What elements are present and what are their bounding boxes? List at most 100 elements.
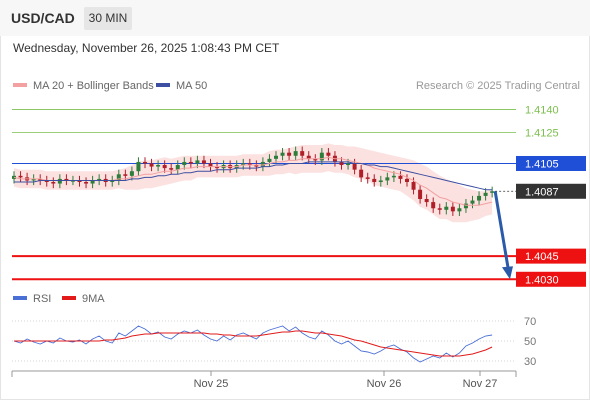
candle-body-21 (149, 163, 154, 167)
candle-body-6 (51, 182, 56, 184)
level-label-bg-4 (516, 248, 586, 264)
candle-body-3 (31, 178, 36, 181)
candle-body-51 (346, 163, 351, 166)
rsi-legend-rsi: RSI (13, 293, 51, 305)
candle-body-65 (437, 208, 442, 210)
candle-body-37 (254, 165, 259, 167)
candle-body-8 (64, 178, 69, 181)
price-legend-ma20: MA 20 + Bollinger Bands (13, 80, 154, 92)
candle-body-52 (352, 163, 357, 170)
candle-body-17 (123, 174, 128, 176)
candle-body-18 (129, 171, 134, 176)
candle-body-36 (247, 163, 252, 166)
level-label-bg-5 (516, 271, 586, 287)
candle-body-69 (463, 203, 468, 209)
candle-body-48 (326, 152, 331, 156)
candle-body-39 (267, 158, 272, 162)
level-label-bg-3 (516, 183, 586, 199)
candle-body-40 (274, 155, 278, 159)
rsi-ma-line (14, 330, 493, 357)
candle-body-5 (44, 180, 49, 183)
candle-body-47 (319, 152, 324, 161)
candle-body-42 (287, 152, 292, 156)
ma50-swatch (156, 83, 170, 88)
rsi-line (13, 325, 493, 363)
candle-body-45 (306, 155, 311, 159)
level-label-0: 1.4140 (525, 104, 559, 116)
pair-title: USD/CAD (11, 10, 75, 26)
candle-body-46 (313, 158, 318, 161)
candle-body-56 (378, 180, 383, 183)
x-tick-label-2: Nov 27 (463, 378, 498, 390)
price-legend-ma50: MA 50 (156, 80, 207, 92)
level-label-bg-2 (516, 155, 586, 171)
candle-body-43 (293, 151, 298, 156)
candle-body-9 (70, 180, 75, 182)
candle-body-13 (97, 178, 102, 181)
candle-body-24 (169, 168, 174, 170)
candle-body-0 (12, 175, 16, 179)
candle-body-11 (84, 182, 89, 184)
rsi-tick-1: 50 (524, 336, 536, 348)
copyright-text: Research © 2025 Trading Central (415, 80, 580, 92)
candle-body-44 (300, 151, 305, 156)
forecast-arrow-line (493, 191, 511, 273)
candle-body-57 (385, 177, 390, 181)
level-label-4: 1.4045 (525, 251, 559, 263)
x-tick-label-1: Nov 26 (367, 378, 402, 390)
candle-body-23 (162, 165, 167, 169)
candle-body-55 (372, 178, 377, 183)
header-bar: USD/CAD 30 MIN (0, 0, 590, 36)
candle-body-28 (195, 160, 200, 164)
level-label-5: 1.4030 (525, 274, 559, 286)
rsi-swatch (13, 296, 27, 301)
candle-body-70 (470, 200, 475, 204)
level-label-2: 1.4105 (525, 158, 559, 170)
candle-body-25 (175, 165, 180, 170)
level-label-3: 1.4087 (525, 186, 559, 198)
ma20-legend-label: MA 20 + Bollinger Bands (33, 80, 154, 92)
candle-body-71 (477, 195, 482, 201)
candle-body-15 (110, 180, 115, 183)
x-tick-label-0: Nov 25 (194, 378, 229, 390)
candle-body-66 (444, 206, 449, 210)
candle-body-41 (280, 152, 285, 156)
candle-body-22 (156, 165, 161, 167)
candle-body-19 (136, 161, 141, 172)
rsi-legend-label: RSI (33, 293, 52, 305)
candle-body-4 (38, 178, 43, 181)
ma50-line (14, 161, 493, 191)
forecast-arrow-head (502, 266, 513, 280)
candle-body-54 (365, 177, 370, 179)
candle-body-1 (18, 175, 23, 178)
candle-body-27 (188, 161, 193, 164)
candle-body-38 (260, 161, 265, 167)
candle-body-53 (359, 169, 364, 178)
candle-body-61 (411, 182, 416, 190)
candle-body-29 (201, 160, 206, 164)
level-label-1: 1.4125 (525, 128, 559, 140)
candle-body-63 (424, 198, 429, 203)
candle-body-20 (143, 161, 147, 164)
rsi-legend-9ma: 9MA (62, 293, 105, 305)
candle-body-58 (391, 175, 396, 178)
interval-button[interactable]: 30 MIN (84, 7, 132, 30)
candle-body-30 (208, 163, 213, 167)
datetime-text: Wednesday, November 26, 2025 1:08:43 PM … (13, 41, 280, 55)
candle-body-31 (215, 166, 220, 169)
candle-body-60 (405, 178, 409, 183)
candle-body-50 (339, 161, 344, 166)
candle-body-12 (90, 180, 95, 184)
ma20-swatch (13, 83, 27, 88)
rsi-ma-swatch (62, 296, 76, 301)
candle-body-35 (241, 163, 246, 166)
candle-body-67 (450, 206, 455, 212)
ma50-legend-label: MA 50 (176, 80, 208, 92)
candle-body-16 (116, 174, 121, 181)
candle-body-62 (418, 189, 423, 199)
candle-body-72 (483, 192, 488, 196)
rsi-tick-0: 70 (524, 316, 536, 328)
candle-body-68 (457, 208, 462, 212)
rsi-ma-legend-label: 9MA (82, 293, 105, 305)
